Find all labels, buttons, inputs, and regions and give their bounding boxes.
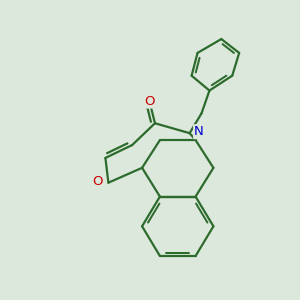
Text: O: O xyxy=(145,94,155,108)
Text: O: O xyxy=(92,175,103,188)
Text: N: N xyxy=(194,125,204,138)
